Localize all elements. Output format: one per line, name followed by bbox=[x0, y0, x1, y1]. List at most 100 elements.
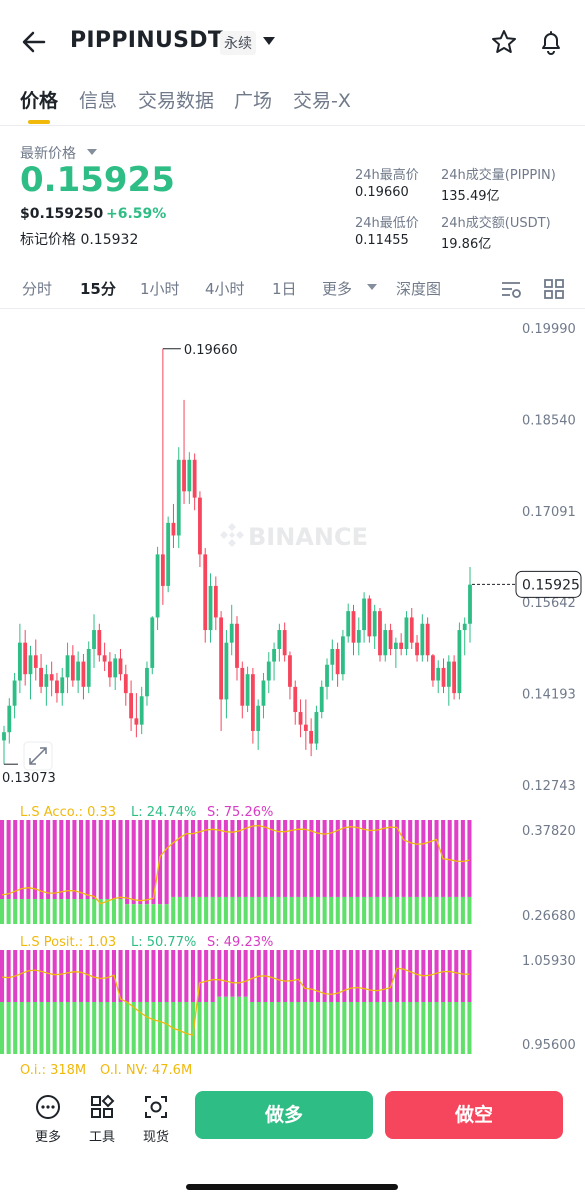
chart-settings-icon[interactable] bbox=[500, 278, 522, 300]
short-bar bbox=[375, 950, 380, 1002]
long-bar bbox=[454, 1002, 459, 1054]
bell-icon[interactable] bbox=[537, 28, 565, 56]
depth-chart-tab[interactable]: 深度图 bbox=[396, 280, 442, 298]
candle bbox=[86, 648, 91, 687]
tab-square[interactable]: 广场 bbox=[234, 90, 273, 112]
short-bar bbox=[447, 950, 452, 1002]
long-bar bbox=[329, 896, 334, 924]
short-bar bbox=[105, 820, 110, 900]
candle bbox=[341, 636, 345, 675]
timeframe-line[interactable]: 分时 bbox=[22, 280, 53, 298]
timeframe-1h[interactable]: 1小时 bbox=[140, 280, 180, 298]
long-bar bbox=[427, 1002, 432, 1054]
timeframe-15m[interactable]: 15分 bbox=[80, 280, 116, 298]
low-24h-value: 0.11455 bbox=[355, 233, 409, 248]
long-bar bbox=[151, 1002, 156, 1054]
back-arrow-icon[interactable] bbox=[20, 28, 48, 56]
low-24h-label: 24h最低价 bbox=[355, 216, 419, 231]
candle bbox=[187, 459, 192, 492]
candle bbox=[288, 655, 292, 687]
long-bar bbox=[32, 1002, 37, 1054]
short-bar bbox=[335, 950, 340, 1002]
long-bar bbox=[269, 1002, 274, 1054]
candle bbox=[277, 630, 282, 649]
short-bar bbox=[197, 820, 202, 897]
long-bar bbox=[414, 1002, 419, 1054]
short-bar bbox=[79, 950, 84, 1002]
long-bar bbox=[276, 896, 281, 924]
tab-price[interactable]: 价格 bbox=[20, 90, 59, 112]
timeframe-more-dropdown-icon[interactable] bbox=[367, 284, 377, 290]
candle bbox=[7, 705, 12, 733]
layout-grid-icon[interactable] bbox=[543, 278, 565, 300]
timeframe-4h[interactable]: 4小时 bbox=[205, 280, 245, 298]
short-bar bbox=[6, 820, 11, 900]
short-bar bbox=[237, 820, 242, 897]
fullscreen-button[interactable] bbox=[23, 741, 53, 771]
short-bar bbox=[388, 950, 393, 1002]
candle bbox=[219, 617, 224, 700]
tools-button[interactable]: 工具 bbox=[82, 1094, 122, 1145]
long-bar bbox=[164, 1002, 169, 1054]
long-bar bbox=[342, 1002, 347, 1054]
tab-trading-data[interactable]: 交易数据 bbox=[138, 90, 215, 112]
short-bar bbox=[342, 820, 347, 897]
page-tabs: 价格 信息 交易数据 广场 交易-X bbox=[0, 84, 585, 126]
short-bar bbox=[250, 950, 255, 1002]
candle bbox=[150, 617, 155, 668]
long-bar bbox=[348, 1002, 353, 1054]
long-bar bbox=[52, 899, 57, 924]
short-bar bbox=[19, 950, 24, 1002]
candle bbox=[425, 623, 430, 656]
short-bar bbox=[111, 820, 116, 900]
symbol-title[interactable]: PIPPINUSDT bbox=[70, 28, 224, 53]
kline-chart[interactable]: BINANCE 0.19990 0.18540 0.17091 0.15642 0.14… bbox=[0, 310, 585, 1090]
long-bar bbox=[52, 1002, 57, 1054]
candle bbox=[378, 611, 382, 656]
candle bbox=[12, 680, 17, 706]
timeframe-more[interactable]: 更多 bbox=[322, 280, 353, 298]
favorite-star-icon[interactable] bbox=[490, 28, 518, 56]
candle bbox=[155, 554, 160, 618]
candle bbox=[404, 617, 409, 649]
last-price-dropdown-icon[interactable] bbox=[87, 149, 97, 155]
short-bar bbox=[26, 950, 31, 1002]
short-button[interactable]: 做空 bbox=[385, 1091, 563, 1139]
y-axis-label: 0.15642 bbox=[522, 596, 576, 611]
short-bar bbox=[85, 820, 90, 900]
short-bar bbox=[26, 820, 31, 900]
long-bar bbox=[309, 1002, 314, 1054]
short-bar bbox=[39, 950, 44, 1002]
spot-button[interactable]: 现货 bbox=[136, 1094, 176, 1145]
candle bbox=[23, 642, 28, 675]
more-button[interactable]: 更多 bbox=[28, 1094, 68, 1145]
candle bbox=[208, 585, 213, 631]
symbol-dropdown-icon[interactable] bbox=[263, 37, 275, 45]
tab-info[interactable]: 信息 bbox=[79, 90, 118, 112]
long-bar bbox=[237, 896, 242, 924]
long-bar bbox=[85, 899, 90, 924]
short-bar bbox=[348, 820, 353, 897]
timeframe-1d[interactable]: 1日 bbox=[272, 280, 297, 298]
ls-position-axis-top: 1.05930 bbox=[522, 954, 576, 969]
current-price-tag bbox=[515, 570, 582, 598]
long-bar bbox=[230, 896, 235, 924]
short-bar bbox=[316, 820, 321, 897]
long-button[interactable]: 做多 bbox=[195, 1091, 373, 1139]
short-bar bbox=[368, 950, 373, 1002]
candle bbox=[198, 497, 202, 555]
ls-position-ratio-line bbox=[1, 967, 470, 1037]
ls-account-axis-bottom: 0.26680 bbox=[522, 909, 576, 924]
short-bar bbox=[362, 950, 367, 1002]
long-bar bbox=[79, 1002, 84, 1054]
tab-trade-x[interactable]: 交易-X bbox=[293, 90, 351, 112]
short-bar bbox=[0, 950, 5, 1002]
short-bar bbox=[131, 950, 136, 1002]
candle bbox=[261, 680, 266, 706]
last-price-label[interactable]: 最新价格 bbox=[20, 146, 76, 162]
long-bar bbox=[204, 1002, 209, 1054]
short-bar bbox=[204, 950, 209, 1002]
candle bbox=[409, 617, 414, 643]
candle bbox=[462, 623, 467, 631]
long-bar bbox=[408, 1002, 413, 1054]
